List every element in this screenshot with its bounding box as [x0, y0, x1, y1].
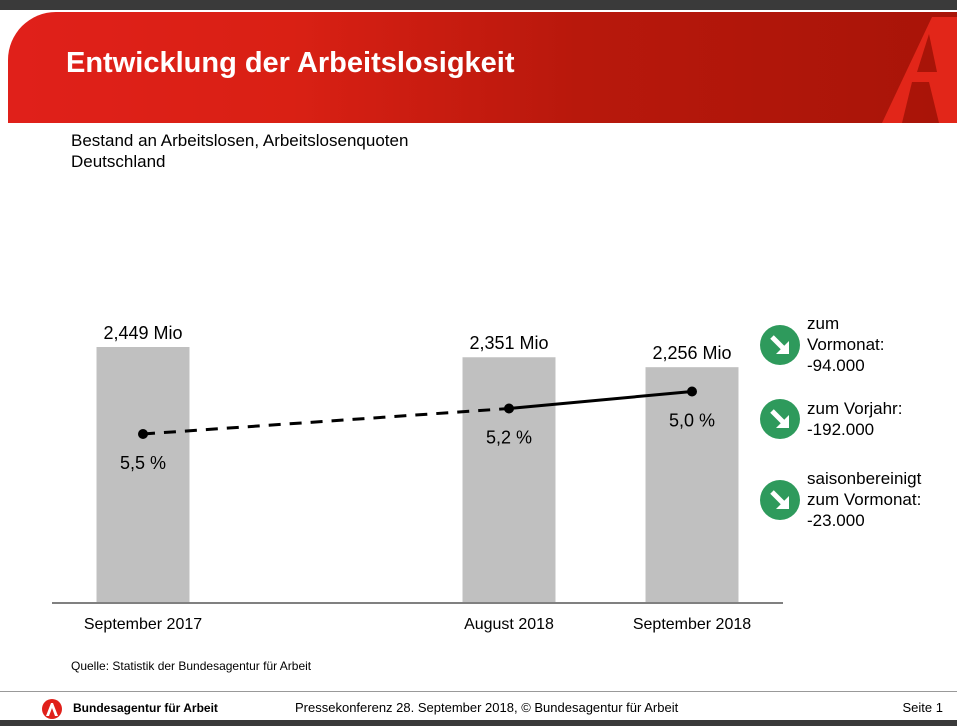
bottom-frame-bar	[0, 720, 957, 726]
chart-subtitle: Bestand an Arbeitslosen, Arbeitslosenquo…	[71, 130, 408, 172]
footer: Bundesagentur für Arbeit Pressekonferenz…	[0, 696, 957, 720]
bar-value-label: 2,449 Mio	[103, 323, 182, 343]
top-frame-bar	[0, 0, 957, 10]
rate-point	[504, 403, 514, 414]
bar	[462, 357, 556, 603]
indicator-line: zum Vormonat:	[807, 490, 922, 509]
page-title: Entwicklung der Arbeitslosigkeit	[66, 47, 515, 79]
indicator-text: zum Vormonat: -94.000	[807, 313, 885, 376]
subtitle-line-1: Bestand an Arbeitslosen, Arbeitslosenquo…	[71, 131, 409, 150]
rate-value-label: 5,2 %	[486, 428, 532, 448]
footer-org-name: Bundesagentur für Arbeit	[73, 701, 218, 715]
agency-logo-icon	[882, 17, 957, 123]
subtitle-line-2: Deutschland	[71, 152, 166, 171]
bar-value-label: 2,351 Mio	[469, 333, 548, 353]
arrow-down-right-icon	[760, 399, 800, 439]
indicator-line: -94.000	[807, 356, 865, 375]
rate-value-label: 5,0 %	[669, 411, 715, 431]
footer-center-text: Pressekonferenz 28. September 2018, © Bu…	[295, 700, 679, 715]
change-indicator: zum Vormonat: -94.000	[760, 313, 885, 376]
rate-point	[138, 429, 148, 439]
indicator-line: Vormonat:	[807, 335, 885, 354]
indicator-line: -23.000	[807, 511, 865, 530]
page-number: Seite 1	[902, 700, 943, 715]
source-note: Quelle: Statistik der Bundesagentur für …	[71, 659, 312, 673]
indicator-line: zum	[807, 314, 840, 333]
rate-point	[687, 386, 697, 397]
bar	[96, 347, 190, 603]
indicator-line: saisonbereinigt	[807, 469, 922, 488]
rate-line-segment	[142, 407, 510, 436]
title-banner: Entwicklung der Arbeitslosigkeit	[8, 12, 957, 123]
indicator-line: zum Vorjahr:	[807, 399, 903, 418]
indicator-text: zum Vorjahr: -192.000	[807, 398, 902, 440]
x-tick-label: September 2017	[84, 616, 202, 633]
arrow-down-right-icon	[760, 324, 800, 365]
bar	[645, 367, 739, 603]
x-tick-label: August 2018	[464, 616, 554, 633]
x-tick-label: September 2018	[633, 616, 751, 633]
arrow-down-right-icon	[760, 479, 800, 520]
indicator-line: -192.000	[807, 420, 875, 439]
change-indicator: zum Vorjahr: -192.000	[760, 398, 902, 440]
agency-logo-small-icon	[42, 699, 62, 719]
change-indicator: saisonbereinigt zum Vormonat: -23.000	[760, 468, 921, 531]
bar-value-label: 2,256 Mio	[652, 343, 731, 363]
rate-value-label: 5,5 %	[120, 453, 166, 473]
indicator-text: saisonbereinigt zum Vormonat: -23.000	[807, 468, 921, 531]
footer-divider	[0, 691, 957, 692]
rate-line-segment	[508, 390, 693, 410]
